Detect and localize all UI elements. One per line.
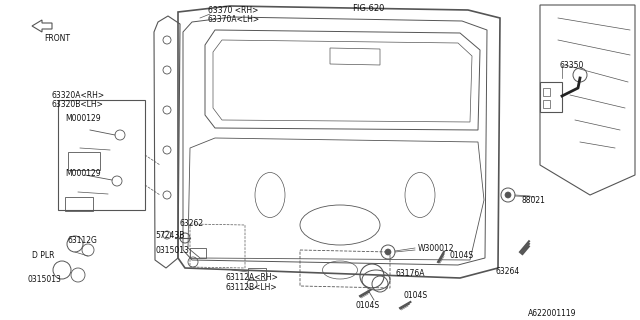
Text: 63350: 63350 bbox=[559, 60, 584, 69]
Text: M000129: M000129 bbox=[65, 169, 100, 178]
Text: 63112B<LH>: 63112B<LH> bbox=[225, 283, 276, 292]
Circle shape bbox=[385, 249, 391, 255]
Text: 63370A<LH>: 63370A<LH> bbox=[208, 14, 260, 23]
Text: 63264: 63264 bbox=[495, 268, 519, 276]
Text: 63112A<RH>: 63112A<RH> bbox=[225, 274, 278, 283]
Text: 63176A: 63176A bbox=[395, 269, 424, 278]
Text: 57243B: 57243B bbox=[155, 230, 184, 239]
Text: 63112G: 63112G bbox=[68, 236, 98, 244]
Text: 63320B<LH>: 63320B<LH> bbox=[52, 100, 104, 108]
Bar bbox=[65, 197, 93, 211]
Text: 63320A<RH>: 63320A<RH> bbox=[52, 91, 105, 100]
Bar bbox=[68, 152, 100, 170]
Text: 0315013: 0315013 bbox=[28, 276, 62, 284]
Bar bbox=[543, 88, 550, 96]
Text: 88021: 88021 bbox=[522, 196, 546, 204]
Bar bbox=[540, 82, 562, 112]
Bar bbox=[543, 100, 550, 108]
Text: 0104S: 0104S bbox=[404, 291, 428, 300]
Bar bbox=[190, 248, 206, 258]
Text: 0104S: 0104S bbox=[356, 300, 380, 309]
Text: 0315013: 0315013 bbox=[155, 245, 189, 254]
Text: 0104S: 0104S bbox=[450, 251, 474, 260]
Text: M000129: M000129 bbox=[65, 114, 100, 123]
Text: A622001119: A622001119 bbox=[528, 309, 577, 318]
Text: D PLR: D PLR bbox=[32, 251, 54, 260]
Text: FRONT: FRONT bbox=[44, 34, 70, 43]
Bar bbox=[58, 100, 145, 210]
Text: 63370 <RH>: 63370 <RH> bbox=[208, 5, 259, 14]
Text: W300012: W300012 bbox=[418, 244, 454, 252]
Circle shape bbox=[505, 192, 511, 198]
Text: FIG.620: FIG.620 bbox=[352, 4, 385, 12]
Bar bbox=[248, 268, 266, 280]
Text: 63262: 63262 bbox=[180, 219, 204, 228]
